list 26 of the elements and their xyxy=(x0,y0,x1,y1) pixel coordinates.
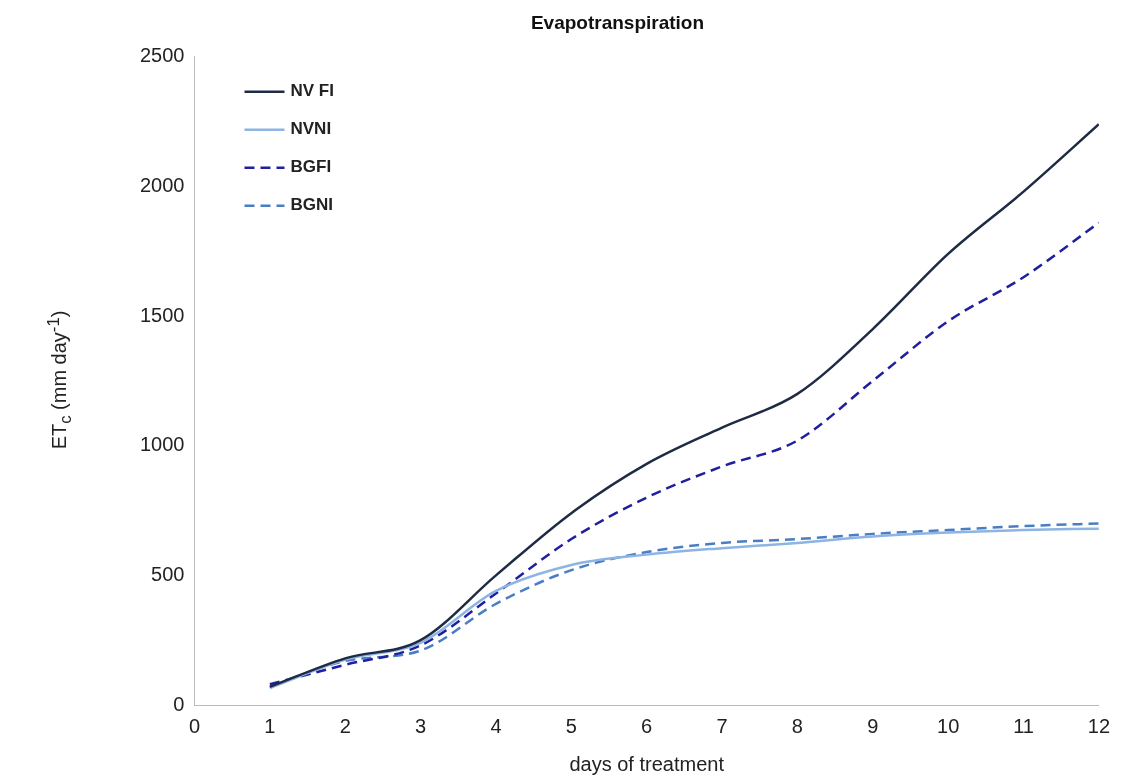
chart-title: Evapotranspiration xyxy=(530,11,705,33)
y-tick-label: 0 xyxy=(173,692,185,715)
line-series xyxy=(268,122,1099,689)
y-tick-label: 2500 xyxy=(139,44,185,67)
legend-label: NVNI xyxy=(290,119,332,139)
x-tick-label: 7 xyxy=(716,714,728,737)
x-axis-title: days of treatment xyxy=(569,752,725,775)
x-tick-label: 0 xyxy=(188,714,201,737)
x-tick-label: 2 xyxy=(339,714,351,737)
y-tick-label: 1000 xyxy=(139,433,185,456)
x-tick-label: 11 xyxy=(1013,714,1034,737)
x-tick-label: 3 xyxy=(415,714,427,737)
x-tick-label: 10 xyxy=(937,714,960,737)
x-tick-label: 12 xyxy=(1087,714,1110,737)
legend-label: NV FI xyxy=(290,81,334,101)
x-tick-label: 8 xyxy=(791,714,803,737)
x-tick-label: 4 xyxy=(490,714,502,737)
legend-label: BGFI xyxy=(290,157,332,177)
y-tick-label: 500 xyxy=(151,562,185,585)
legend-label: BGNI xyxy=(290,195,333,215)
x-tick-label: 6 xyxy=(641,714,653,737)
x-tick-label: 5 xyxy=(565,714,577,737)
y-tick-label: 2000 xyxy=(139,173,185,196)
x-tick-label: 9 xyxy=(867,714,879,737)
x-tick-label: 1 xyxy=(264,714,276,737)
y-tick-label: 1500 xyxy=(139,303,185,326)
